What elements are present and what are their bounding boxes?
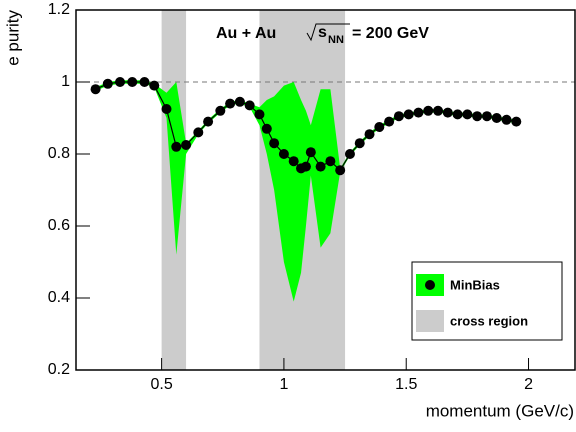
legend-label: MinBias [450,277,500,292]
energy-symbol: s [318,24,327,41]
data-point [171,141,182,152]
y-axis-label: e purity [3,10,22,66]
data-point [442,107,453,118]
legend-label: cross region [450,313,528,328]
x-axis-label: momentum (GeV/c) [426,401,574,420]
data-point [344,149,355,159]
y-tick-label: 0.8 [48,145,70,162]
x-tick-label: 1 [279,376,288,393]
data-point [203,116,214,127]
sqrt-sign [306,23,350,42]
data-point [335,165,346,176]
y-tick-label: 0.2 [48,361,70,378]
data-point [491,113,502,123]
data-point [413,107,424,118]
data-point [139,77,150,87]
x-tick-label: 0.5 [150,376,172,393]
error-band [95,80,517,302]
plot-frame [75,9,576,371]
data-point [234,96,245,107]
data-point [300,161,311,172]
data-point [115,77,126,87]
x-tick-label: 2 [524,376,533,393]
y-tick-label: 1 [61,73,70,90]
data-point [261,123,272,134]
energy-value: = 200 GeV [352,25,429,42]
annotation: Au + Au s NN = 200 GeV [216,23,429,46]
data-point [462,109,473,120]
data-point [481,111,492,122]
data-point [278,149,289,159]
legend-marker [425,280,435,290]
data-point [472,111,483,122]
system-label: Au + Au [216,25,276,42]
data-point [354,138,365,149]
data-point [127,77,138,87]
data-point [364,129,375,140]
data-point [393,111,404,122]
y-tick-label: 0.4 [48,289,70,306]
data-point [501,114,512,125]
data-point [403,109,414,120]
data-point [433,105,444,116]
data-point [225,98,236,109]
data-point [305,147,316,158]
plot-area [76,10,575,370]
data-point [215,105,226,116]
energy-subscript: NN [328,34,344,46]
data-point [452,109,463,120]
data-point [193,127,204,138]
data-point [254,109,265,120]
data-point [149,80,160,91]
data-point [423,105,434,116]
legend: MinBias cross region [411,261,563,341]
x-tick-label: 1.5 [395,376,417,393]
data-point [161,104,172,114]
data-point [102,78,113,89]
data-point [315,161,326,172]
data-point [269,138,280,149]
data-point [384,116,395,127]
data-point [90,84,101,95]
data-point [325,156,336,167]
legend-swatch [416,310,444,332]
data-point [511,116,522,127]
data-point [244,100,255,111]
data-point [288,156,299,167]
y-tick-label: 0.6 [48,217,70,234]
y-tick-label: 1.2 [48,1,70,18]
data-point [374,122,385,132]
data-point [181,140,192,150]
